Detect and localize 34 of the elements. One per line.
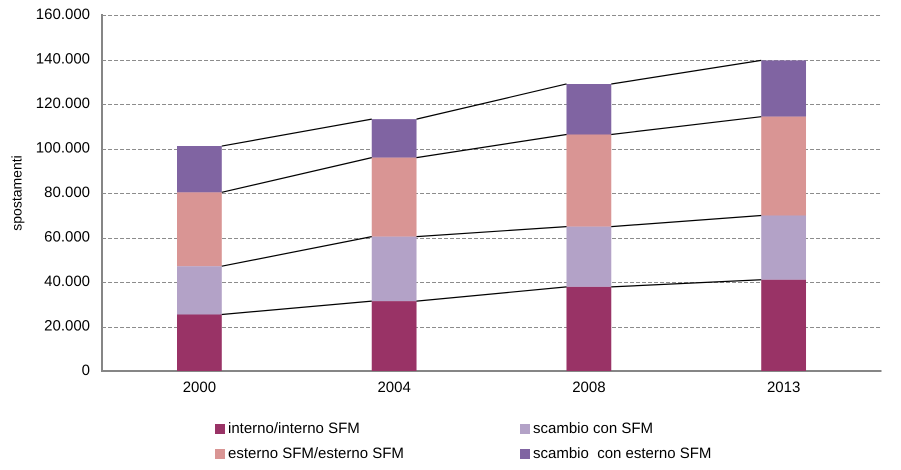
y-tick-label: 0 <box>82 362 90 380</box>
y-tick-label: 40.000 <box>44 273 90 290</box>
bar <box>177 192 222 266</box>
y-axis-title: spostamenti <box>8 155 24 231</box>
y-tick-label: 20.000 <box>44 318 90 335</box>
x-tick-label: 2000 <box>182 379 216 396</box>
bar <box>372 119 417 158</box>
bar <box>761 280 806 371</box>
x-tick-label: 2008 <box>572 379 606 396</box>
y-tick-label: 80.000 <box>44 184 90 202</box>
bar <box>177 266 222 314</box>
bar <box>761 60 806 117</box>
y-tick-label: 160.000 <box>36 6 90 24</box>
x-tick-label: 2013 <box>766 379 800 396</box>
bar <box>566 286 612 371</box>
bar <box>761 116 806 216</box>
y-tick-label: 100.000 <box>36 140 90 157</box>
bar <box>372 301 417 371</box>
bar <box>177 146 222 192</box>
bar <box>566 134 612 227</box>
bar <box>372 236 417 302</box>
x-tick-label: 2004 <box>377 379 411 396</box>
bar <box>566 226 612 287</box>
bar <box>177 314 222 371</box>
legend-label: scambio con SFM <box>533 420 654 437</box>
y-tick-label: 120.000 <box>36 95 90 112</box>
bar <box>761 215 806 280</box>
y-tick-label: 140.000 <box>36 50 90 68</box>
bar <box>566 84 612 134</box>
legend-label: scambio con esterno SFM <box>533 445 712 462</box>
bar <box>372 158 417 237</box>
legend-label: interno/interno SFM <box>228 420 360 437</box>
legend-label: esterno SFM/esterno SFM <box>228 445 404 462</box>
y-tick-label: 60.000 <box>44 228 90 246</box>
